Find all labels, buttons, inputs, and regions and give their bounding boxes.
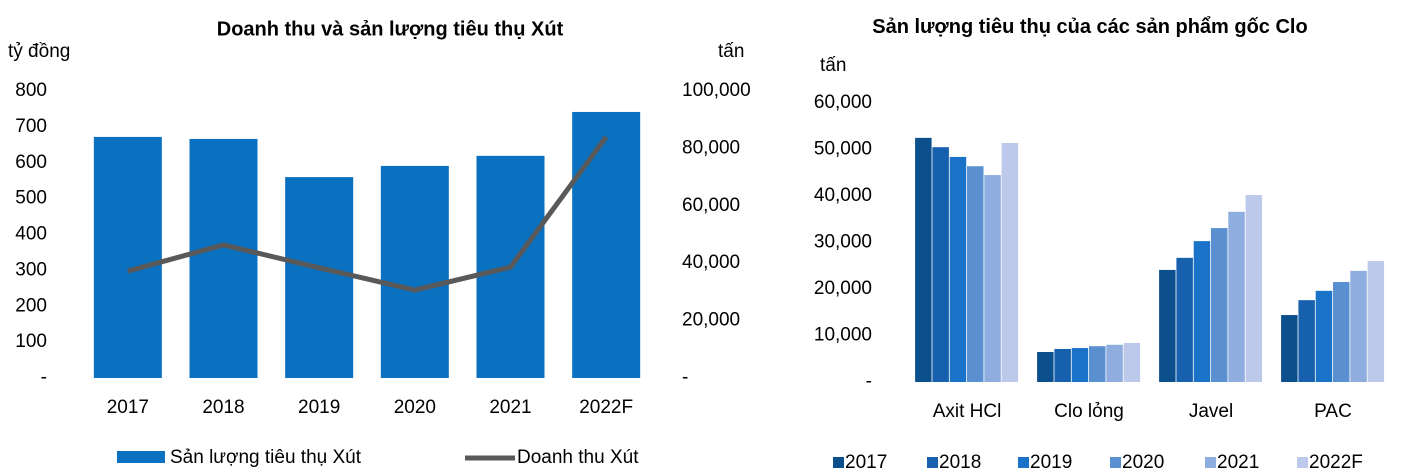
legend-swatch <box>1205 457 1216 468</box>
y-tick-label: - <box>41 367 47 388</box>
legend-label: 2019 <box>1030 452 1072 472</box>
bar <box>93 136 162 378</box>
y-tick-label: 60,000 <box>814 92 872 113</box>
x-tick-label: Javel <box>1189 401 1233 422</box>
x-tick-label: 2017 <box>107 397 149 418</box>
legend-swatch <box>833 457 844 468</box>
y-tick-label: 700 <box>15 116 47 137</box>
bar <box>1037 352 1054 382</box>
bar <box>285 177 354 378</box>
y-tick-label: - <box>866 371 872 392</box>
y-tick-label: 300 <box>15 259 47 280</box>
y-tick-label: 40,000 <box>814 185 872 206</box>
y-tick-label: 40,000 <box>682 252 740 273</box>
bar <box>1123 342 1141 382</box>
y-tick-label: 800 <box>15 80 47 101</box>
legend-label: Doanh thu Xút <box>517 447 639 468</box>
legend-label: 2021 <box>1217 452 1259 472</box>
legend-swatch <box>117 451 165 463</box>
bar <box>1228 211 1245 382</box>
y-axis-label: tấn <box>820 55 846 76</box>
bar <box>1089 346 1106 382</box>
legend-label: 2020 <box>1122 452 1164 472</box>
y-axis-label: tỷ đồng <box>8 41 70 62</box>
bar <box>915 137 932 382</box>
x-tick-label: Clo lỏng <box>1054 401 1124 422</box>
line <box>127 135 609 293</box>
legend-swatch <box>927 457 938 468</box>
bar <box>967 166 984 382</box>
y-tick-label: 50,000 <box>814 139 872 160</box>
bar <box>1001 142 1019 382</box>
bar <box>1071 348 1089 382</box>
chart-title: Sản lượng tiêu thụ của các sản phẩm gốc … <box>872 16 1308 38</box>
bar <box>1054 348 1071 382</box>
bar <box>984 175 1001 382</box>
legend-swatch <box>1018 457 1029 468</box>
bar <box>1315 290 1333 382</box>
y-tick-label: 20,000 <box>682 310 740 331</box>
y2-axis-label: tấn <box>718 41 744 62</box>
y-tick-label: 600 <box>15 152 47 173</box>
x-tick-label: PAC <box>1314 401 1352 422</box>
y-tick-label: - <box>682 367 688 388</box>
chart-title: Doanh thu và sản lượng tiêu thụ Xút <box>217 18 564 40</box>
x-tick-label: 2019 <box>298 397 340 418</box>
bar <box>1367 261 1385 382</box>
bar <box>1350 270 1367 382</box>
x-tick-label: 2018 <box>202 397 244 418</box>
y-tick-label: 400 <box>15 224 47 245</box>
y-tick-label: 500 <box>15 188 47 209</box>
bar <box>1281 315 1298 382</box>
y-tick-label: 100,000 <box>682 80 751 101</box>
y-tick-label: 30,000 <box>814 232 872 253</box>
bar <box>1159 269 1176 382</box>
bar <box>1245 195 1263 382</box>
legend-label: Sản lượng tiêu thụ Xút <box>170 447 362 468</box>
bar <box>949 156 967 382</box>
bar <box>1176 257 1193 382</box>
x-tick-label: 2021 <box>489 397 531 418</box>
legend-swatch <box>1297 457 1308 468</box>
legend-swatch <box>1110 457 1121 468</box>
legend-label: 2017 <box>845 452 887 472</box>
bar <box>1106 344 1123 382</box>
y-tick-label: 80,000 <box>682 137 740 158</box>
y-tick-label: 100 <box>15 331 47 352</box>
bar <box>189 138 258 378</box>
bar <box>380 165 449 378</box>
bar <box>1298 300 1315 382</box>
legend-label: 2022F <box>1309 452 1363 472</box>
y-tick-label: 60,000 <box>682 195 740 216</box>
x-tick-label: Axit HCl <box>933 401 1002 422</box>
bar <box>572 111 641 379</box>
x-tick-label: 2020 <box>394 397 436 418</box>
y-tick-label: 200 <box>15 295 47 316</box>
bar <box>1193 241 1211 382</box>
y-tick-label: 20,000 <box>814 278 872 299</box>
bar <box>932 147 949 382</box>
bar <box>1211 228 1228 382</box>
bar <box>1333 282 1350 382</box>
legend-label: 2018 <box>939 452 981 472</box>
x-tick-label: 2022F <box>579 397 633 418</box>
y-tick-label: 10,000 <box>814 325 872 346</box>
